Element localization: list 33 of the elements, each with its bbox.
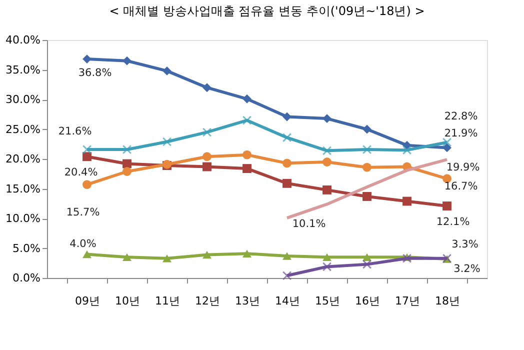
- y-tick-label: 0.0%: [12, 272, 40, 284]
- x-tick-label: 12년: [195, 294, 220, 308]
- y-tick-label: 20.0%: [6, 152, 40, 166]
- data-label: 15.7%: [66, 206, 100, 219]
- data-label: 12.1%: [436, 216, 470, 228]
- y-tick-label: 5.0%: [12, 242, 40, 255]
- x-tick-label: 10년: [115, 294, 140, 308]
- x-tick-label: 09년: [75, 294, 100, 308]
- data-label: 4.0%: [70, 238, 96, 250]
- chart-title: < 매체별 방송사업매출 점유율 변동 추이('09년~'18년) >: [109, 4, 425, 18]
- x-tick-label: 16년: [355, 294, 380, 308]
- x-tick-label: 11년: [155, 294, 180, 308]
- x-tick-label: 14년: [275, 294, 300, 308]
- data-label: 36.8%: [78, 67, 112, 80]
- data-label: 16.7%: [444, 180, 478, 193]
- y-tick-label: 10.0%: [6, 212, 40, 225]
- data-label: 3.3%: [452, 238, 478, 250]
- x-tick-label: 15년: [315, 294, 340, 308]
- y-tick-label: 30.0%: [6, 93, 40, 106]
- data-label: 19.9%: [446, 162, 480, 174]
- x-tick-label: 18년: [435, 294, 460, 308]
- y-tick-label: 40.0%: [6, 34, 40, 46]
- data-label: 10.1%: [292, 218, 326, 230]
- data-label: 3.2%: [454, 262, 480, 275]
- data-label: 22.8%: [444, 110, 478, 122]
- x-tick-label: 13년: [235, 294, 260, 308]
- y-tick-label: 35.0%: [6, 63, 40, 76]
- y-tick-label: 15.0%: [6, 182, 40, 196]
- data-label: 20.4%: [64, 166, 98, 179]
- x-tick-label: 17년: [395, 294, 420, 308]
- data-label: 21.6%: [58, 125, 92, 138]
- data-label: 21.9%: [444, 128, 478, 140]
- y-tick-label: 25.0%: [6, 122, 40, 136]
